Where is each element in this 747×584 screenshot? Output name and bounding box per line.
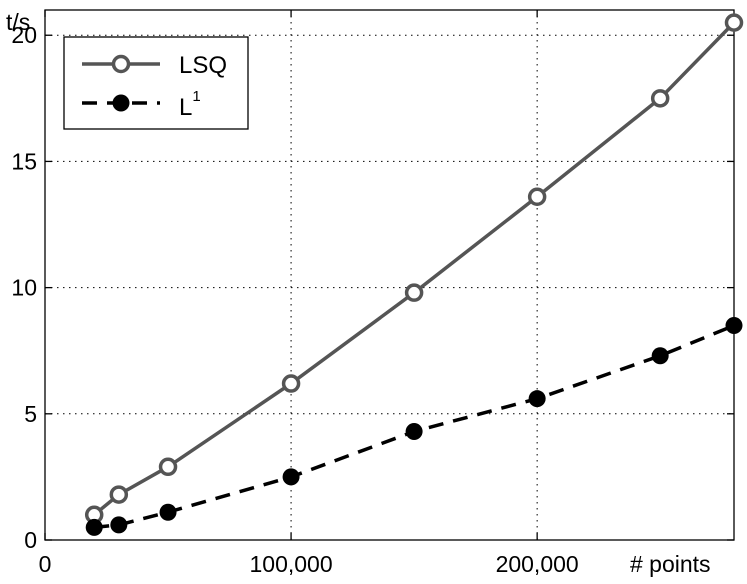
plot-area-frame (44, 9, 735, 541)
y-tick-label: 10 (11, 275, 37, 301)
series-1-point (159, 503, 177, 521)
y-tick-label: 15 (11, 148, 37, 174)
series-0-point (650, 89, 670, 108)
y-tick-label: 20 (11, 22, 37, 48)
series-1-point (725, 316, 743, 334)
legend-l1-label: L1 (179, 88, 201, 121)
y-tick-label: 0 (24, 527, 37, 553)
series-1-point (282, 468, 300, 486)
legend-l1-label-base: L (179, 94, 192, 121)
series-1-point (651, 347, 669, 365)
axis-ticks (44, 10, 734, 541)
series-0-point (281, 374, 301, 393)
series-1-point (405, 422, 423, 440)
y-axis-title: t/s (6, 9, 30, 35)
series-0-point (527, 187, 547, 207)
y-tick-label: 5 (24, 401, 37, 427)
series-1-point (85, 518, 103, 536)
x-tick-label: 200,000 (496, 551, 579, 577)
series-1-point (528, 390, 546, 408)
legend: LSQ L1 (63, 36, 249, 130)
series-0-point (724, 13, 744, 32)
x-tick-label: 100,000 (250, 551, 333, 577)
legend-box (63, 36, 249, 130)
series-0-point (404, 283, 424, 302)
series-line-0 (93, 21, 736, 517)
legend-lsq-marker (111, 54, 131, 74)
series-1-point (110, 516, 128, 534)
series-0-point (158, 457, 178, 477)
legend-lsq-label: LSQ (179, 52, 227, 79)
legend-l1-label-superscript: 1 (192, 88, 200, 105)
grid-lines (45, 10, 734, 540)
series-layer (84, 13, 744, 536)
legend-l1-marker (112, 94, 130, 112)
x-axis-title: # points (630, 551, 711, 577)
x-tick-label: 0 (39, 551, 52, 577)
series-0-point (109, 485, 129, 504)
